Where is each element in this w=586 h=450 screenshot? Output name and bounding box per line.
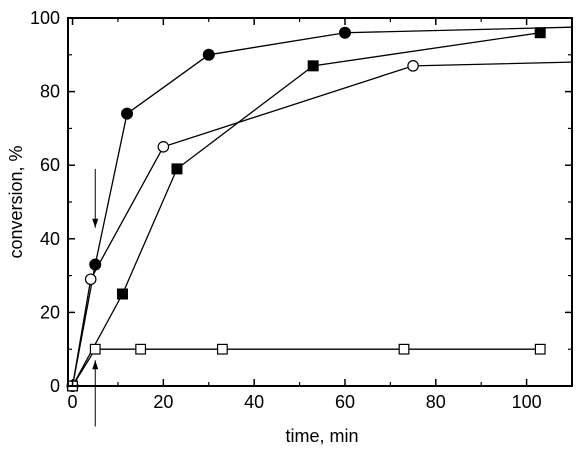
- y-tick-label: 20: [40, 302, 60, 322]
- plot-frame: [67, 17, 573, 387]
- series-3-point: [84, 273, 97, 286]
- series-3-line: [71, 61, 573, 387]
- x-tick-label: 100: [512, 392, 542, 412]
- x-tick-label: 40: [244, 392, 264, 412]
- y-tick-label: 100: [30, 8, 60, 28]
- series-3-point: [407, 60, 419, 72]
- y-tick-label: 40: [40, 229, 60, 249]
- series-lines: [71, 26, 573, 387]
- series-4-point: [534, 343, 546, 355]
- x-tick-label: 60: [335, 392, 355, 412]
- arrow-annotations: [92, 168, 99, 427]
- y-tick-label: 0: [50, 376, 60, 396]
- y-axis-title: conversion, %: [6, 145, 26, 258]
- series-4-point: [216, 343, 228, 355]
- arrow-2-head: [92, 360, 99, 370]
- x-tick-label: 20: [153, 392, 173, 412]
- series-2-point: [307, 60, 319, 72]
- series-1-point: [89, 258, 102, 271]
- series-2-point: [171, 163, 183, 175]
- series-1-point: [338, 26, 351, 39]
- series-2-point: [534, 27, 546, 39]
- series-4-point: [89, 343, 101, 355]
- series-1-line: [71, 26, 573, 387]
- x-tick-label: 0: [68, 392, 78, 412]
- series-1-point: [202, 48, 215, 61]
- y-tick-label: 80: [40, 82, 60, 102]
- series-3-point: [157, 141, 170, 153]
- series-4-point: [135, 343, 147, 355]
- axes: 0 20 40 60 80 100 0 20 40 60 80 100: [30, 8, 573, 412]
- y-tick-label: 60: [40, 155, 60, 175]
- series-2-point: [116, 288, 128, 300]
- series-markers: [66, 26, 546, 392]
- series-2-line: [71, 32, 541, 387]
- series-1-point: [121, 107, 134, 120]
- series-4-point: [398, 343, 410, 355]
- x-tick-label: 80: [426, 392, 446, 412]
- series-4-line: [71, 348, 541, 387]
- arrow-1-head: [92, 218, 99, 228]
- x-axis-title: time, min: [285, 426, 358, 446]
